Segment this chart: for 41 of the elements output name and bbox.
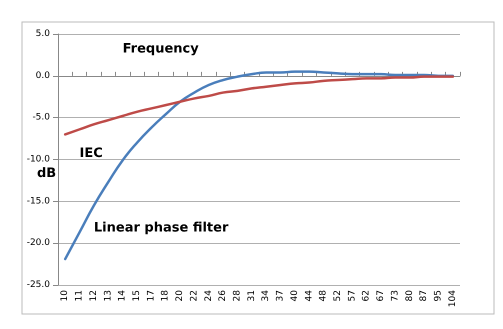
- x-tick-label: 95: [433, 290, 444, 302]
- x-tick-label: 24: [204, 290, 214, 302]
- x-tick-label: 80: [404, 290, 415, 302]
- y-tick-label: -25.0: [26, 280, 50, 290]
- x-tick-label: 11: [74, 290, 85, 302]
- x-tick-label: 62: [362, 290, 372, 302]
- line-series: [64, 75, 454, 136]
- x-axis-title: Frequency: [122, 42, 200, 57]
- x-tick-label: 67: [376, 290, 386, 302]
- x-tick-label: 26: [218, 290, 228, 302]
- x-tick-label: 37: [276, 290, 286, 302]
- x-tick-label: 87: [419, 290, 430, 302]
- x-tick-label: 17: [146, 290, 156, 302]
- x-tick-label: 40: [290, 290, 300, 302]
- y-tick-label: 5.0: [36, 29, 50, 39]
- y-tick-label: 0.0: [36, 70, 50, 81]
- x-tick-label: 12: [88, 290, 99, 302]
- line-series: [64, 70, 454, 260]
- x-tick-label: 22: [189, 290, 200, 302]
- x-tick-label: 52: [332, 290, 343, 302]
- y-tick-label: -10.0: [26, 154, 50, 164]
- y-tick-label: -15.0: [26, 196, 50, 206]
- x-tick-label: 48: [318, 290, 329, 302]
- x-tick-label: 104: [448, 290, 458, 308]
- x-tick-label: 44: [304, 290, 314, 302]
- series-label: Linear phase filter: [94, 220, 229, 236]
- series-label: IEC: [80, 146, 103, 162]
- y-axis-title: dB: [36, 166, 56, 182]
- x-tick-label: 18: [160, 290, 171, 302]
- y-tick-label: -5.0: [32, 112, 50, 123]
- x-tick-label: 20: [175, 290, 186, 302]
- x-tick-label: 28: [232, 290, 242, 302]
- x-tick-label: 10: [60, 290, 70, 302]
- x-tick-label: 13: [103, 290, 114, 302]
- x-tick-label: 73: [390, 290, 400, 302]
- y-tick-label: -20.0: [26, 238, 50, 248]
- x-tick-label: 31: [246, 290, 257, 302]
- x-tick-label: 57: [347, 290, 358, 302]
- x-tick-label: 34: [261, 290, 272, 302]
- x-tick-label: 14: [118, 290, 128, 302]
- x-tick-label: 15: [132, 290, 142, 302]
